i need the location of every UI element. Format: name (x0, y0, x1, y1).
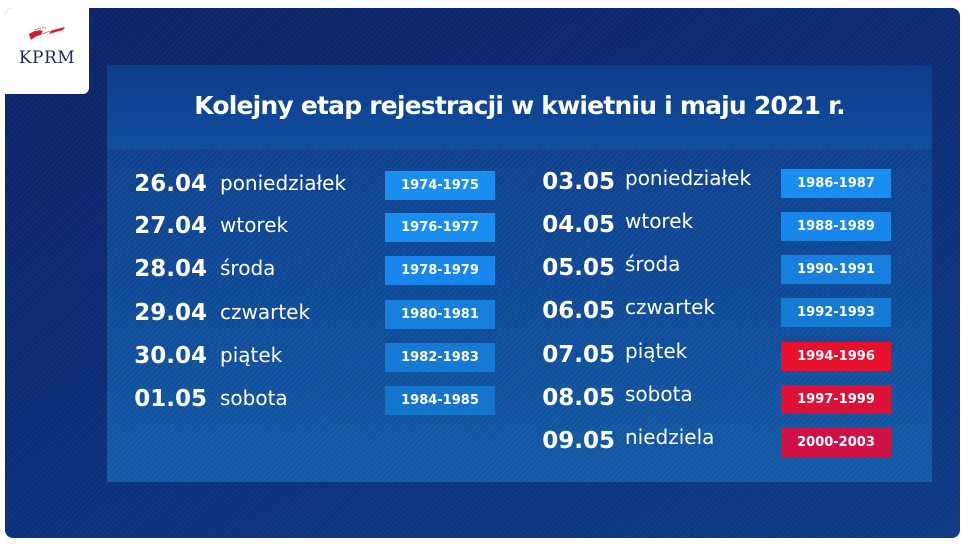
infographic-frame: KPRM Kolejny etap rejestracji w kwietniu… (5, 8, 960, 538)
schedule-row: 27.04 wtorek 1976-1977 (107, 211, 527, 242)
schedule-row: 04.05 wtorek 1988-1989 (515, 209, 935, 241)
schedule-panel: Kolejny etap rejestracji w kwietniu i ma… (107, 65, 932, 482)
date: 09.05 (542, 428, 615, 454)
title-bar: Kolejny etap rejestracji w kwietniu i ma… (107, 65, 932, 149)
birth-years-badge: 1976-1977 (385, 213, 495, 242)
date: 05.05 (542, 255, 615, 281)
date: 08.05 (542, 385, 615, 411)
date: 30.04 (134, 343, 207, 369)
schedule-row: 07.05 piątek 1994-1996 (515, 339, 935, 371)
page-title: Kolejny etap rejestracji w kwietniu i ma… (194, 91, 845, 120)
date: 04.05 (542, 212, 615, 238)
birth-years-badge: 1980-1981 (385, 300, 495, 329)
birth-years-badge: 1997-1999 (781, 385, 891, 414)
birth-years-badge: 1992-1993 (781, 298, 891, 327)
weekday: poniedziałek (220, 171, 347, 195)
date: 03.05 (542, 169, 615, 195)
birth-years-badge: 2000-2003 (781, 428, 891, 457)
birth-years-badge: 1986-1987 (781, 169, 891, 198)
weekday: sobota (220, 386, 288, 410)
date: 27.04 (134, 213, 207, 239)
weekday: wtorek (220, 213, 289, 237)
birth-years-badge: 1978-1979 (385, 256, 495, 285)
schedule-row: 08.05 sobota 1997-1999 (515, 382, 935, 414)
logo-text: KPRM (18, 48, 76, 68)
weekday: środa (220, 256, 276, 280)
schedule-row: 05.05 środa 1990-1991 (515, 252, 935, 284)
weekday: czwartek (220, 300, 311, 324)
schedule-row: 29.04 czwartek 1980-1981 (107, 298, 527, 329)
birth-years-badge: 1994-1996 (781, 342, 891, 371)
weekday: poniedziałek (625, 166, 752, 190)
schedule-row: 09.05 niedziela 2000-2003 (515, 425, 935, 457)
date: 07.05 (542, 342, 615, 368)
date: 06.05 (542, 298, 615, 324)
date: 29.04 (134, 300, 207, 326)
weekday: sobota (625, 382, 693, 406)
schedule-row: 26.04 poniedziałek 1974-1975 (107, 169, 527, 200)
schedule-row: 06.05 czwartek 1992-1993 (515, 295, 935, 327)
weekday: piątek (625, 339, 688, 363)
date: 01.05 (134, 386, 207, 412)
schedule-row: 30.04 piątek 1982-1983 (107, 341, 527, 372)
birth-years-badge: 1988-1989 (781, 212, 891, 241)
weekday: wtorek (625, 209, 694, 233)
schedule-row: 01.05 sobota 1984-1985 (107, 384, 527, 415)
kprm-logo: KPRM (5, 8, 89, 94)
weekday: środa (625, 252, 681, 276)
date: 28.04 (134, 256, 207, 282)
birth-years-badge: 1982-1983 (385, 343, 495, 372)
birth-years-badge: 1974-1975 (385, 171, 495, 200)
weekday: piątek (220, 343, 283, 367)
weekday: niedziela (625, 425, 715, 449)
polish-flag-icon (29, 27, 65, 40)
weekday: czwartek (625, 295, 716, 319)
schedule-row: 03.05 poniedziałek 1986-1987 (515, 166, 935, 198)
birth-years-badge: 1990-1991 (781, 255, 891, 284)
date: 26.04 (134, 171, 207, 197)
birth-years-badge: 1984-1985 (385, 386, 495, 415)
schedule-row: 28.04 środa 1978-1979 (107, 254, 527, 285)
